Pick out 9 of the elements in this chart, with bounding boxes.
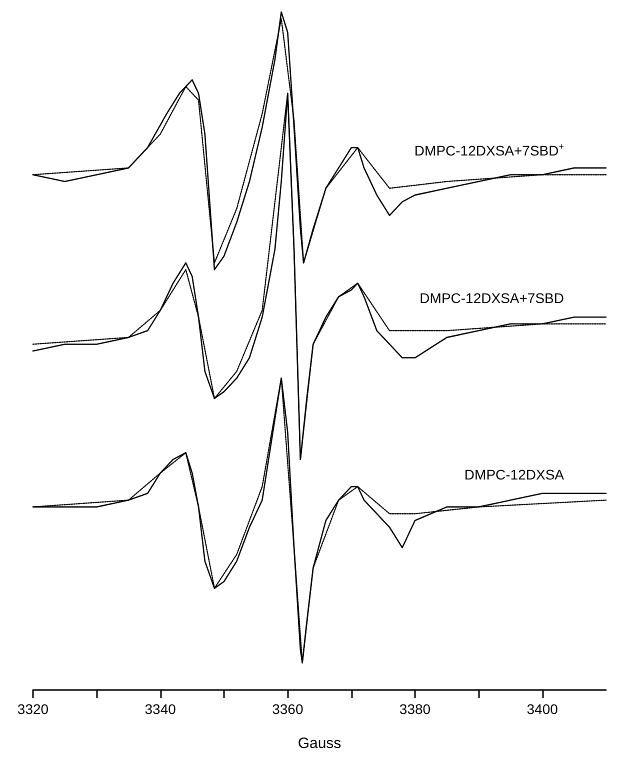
x-tick-label: 3340 <box>144 701 176 717</box>
series-label: DMPC-12DXSA <box>464 466 565 482</box>
x-tick-label: 3360 <box>272 701 304 717</box>
x-axis-title: Gauss <box>298 735 342 752</box>
x-tick-label: 3320 <box>17 701 49 717</box>
x-tick-label: 3380 <box>399 701 431 717</box>
series-label: DMPC-12DXSA+7SBD+ <box>414 141 564 158</box>
x-tick-label: 3400 <box>526 701 558 717</box>
series-label: DMPC-12DXSA+7SBD <box>420 290 564 306</box>
